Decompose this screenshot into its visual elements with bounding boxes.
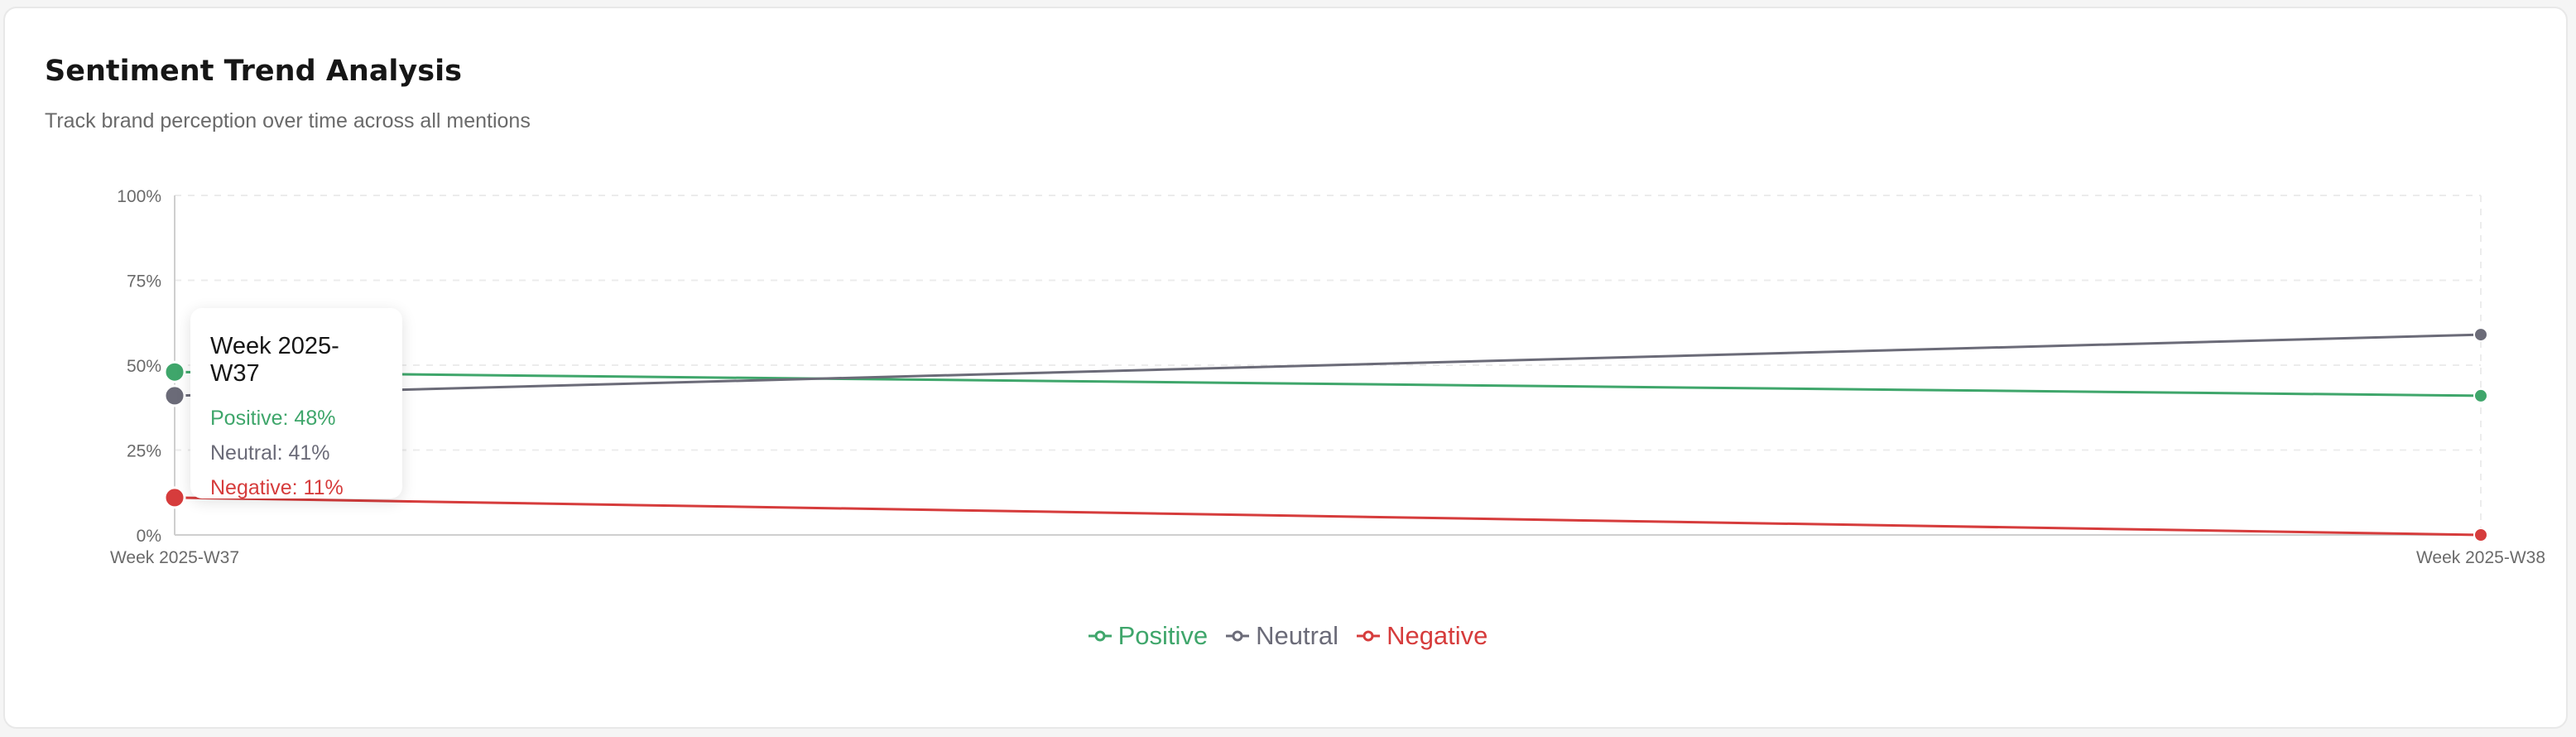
legend-item-negative[interactable]: Negative [1357, 621, 1487, 651]
hover-tooltip: Week 2025-W37 Positive: 48% Neutral: 41%… [190, 308, 402, 499]
legend-item-positive[interactable]: Positive [1088, 621, 1209, 651]
chart-card: Sentiment Trend Analysis Track brand per… [3, 7, 2568, 729]
chart-subtitle: Track brand perception over time across … [45, 109, 531, 132]
series-line-negative [174, 496, 2482, 537]
y-tick-label: 50% [127, 357, 161, 376]
tooltip-neutral: Neutral: 41% [210, 441, 330, 465]
legend-item-neutral[interactable]: Neutral [1226, 621, 1338, 651]
data-point-neutral [163, 384, 186, 407]
chart-legend: Positive Neutral Negative [0, 621, 2576, 651]
legend-line-circle-icon [1226, 630, 1250, 642]
data-point-positive [2473, 388, 2488, 403]
legend-line-circle-icon [1357, 630, 1381, 642]
y-tick-label: 75% [127, 272, 161, 291]
series-line-positive [174, 370, 2482, 397]
legend-label-neutral: Neutral [1256, 621, 1339, 650]
tooltip-negative: Negative: 11% [210, 476, 344, 499]
data-point-neutral [2473, 327, 2488, 343]
data-point-positive [163, 360, 186, 383]
legend-line-circle-icon [1088, 630, 1112, 642]
tooltip-positive: Positive: 48% [210, 407, 336, 430]
y-tick-label: 0% [137, 527, 161, 546]
tooltip-title: Week 2025-W37 [210, 333, 339, 387]
legend-label-negative: Negative [1387, 621, 1488, 650]
series-line-neutral [174, 333, 2482, 397]
legend-label-positive: Positive [1117, 621, 1209, 650]
x-tick-label: Week 2025-W38 [2416, 548, 2545, 567]
chart-title: Sentiment Trend Analysis [45, 55, 462, 88]
data-point-negative [2473, 527, 2488, 542]
data-point-negative [163, 486, 186, 509]
x-tick-label: Week 2025-W37 [110, 548, 239, 567]
y-tick-label: 100% [117, 187, 161, 206]
y-tick-label: 25% [127, 442, 161, 461]
